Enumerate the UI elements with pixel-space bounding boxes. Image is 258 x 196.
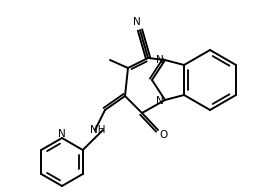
Text: NH: NH [90, 125, 106, 135]
Text: N: N [133, 17, 141, 27]
Text: N: N [156, 55, 164, 65]
Text: N: N [58, 129, 66, 139]
Text: O: O [160, 130, 168, 140]
Text: N: N [156, 96, 164, 106]
